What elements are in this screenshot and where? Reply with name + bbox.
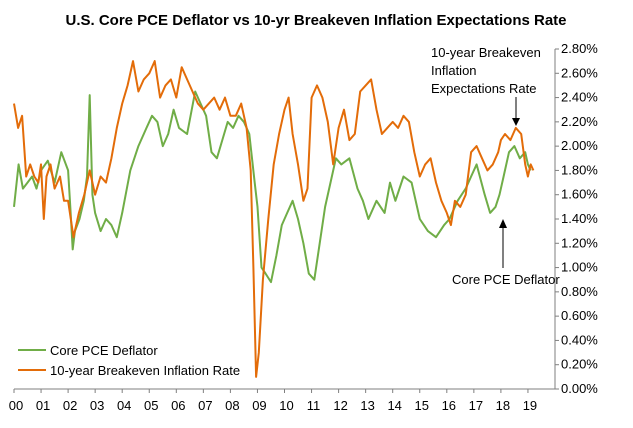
y-tick-label: 1.40% [561, 211, 598, 226]
x-tick-label: 04 [117, 398, 131, 413]
x-tick-label: 11 [307, 398, 321, 413]
annotation-pce: Core PCE Deflator [452, 219, 560, 287]
x-tick-label: 15 [415, 398, 429, 413]
y-tick-label: 1.00% [561, 260, 598, 275]
x-tick-label: 02 [63, 398, 77, 413]
x-tick-label: 12 [333, 398, 347, 413]
x-tick-label: 01 [36, 398, 50, 413]
x-tick-label: 05 [144, 398, 158, 413]
y-tick-label: 2.00% [561, 138, 598, 153]
x-tick-label: 16 [442, 398, 456, 413]
annotation-breakeven-line-1: 10-year Breakeven [431, 45, 541, 60]
x-tick-label: 10 [279, 398, 293, 413]
x-ticks: 00 01 02 03 04 05 06 07 08 09 10 11 12 13 14 15 16 17 18 19 [9, 389, 537, 413]
y-tick-label: 2.40% [561, 90, 598, 105]
legend-label-core-pce: Core PCE Deflator [50, 343, 158, 358]
legend-label-breakeven: 10-year Breakeven Inflation Rate [50, 363, 240, 378]
series-line-breakeven [13, 60, 535, 378]
annotation-breakeven-arrowhead [512, 118, 520, 126]
annotation-breakeven-line-3: Expectations Rate [431, 81, 537, 96]
y-tick-label: 2.80% [561, 41, 598, 56]
y-tick-label: 0.40% [561, 332, 598, 347]
x-tick-label: 09 [252, 398, 266, 413]
x-tick-label: 17 [469, 398, 483, 413]
x-tick-label: 06 [171, 398, 185, 413]
annotation-breakeven-line-2: Inflation [431, 63, 477, 78]
x-tick-label: 19 [523, 398, 537, 413]
y-tick-label: 0.60% [561, 308, 598, 323]
annotation-pce-arrowhead [499, 219, 507, 228]
annotation-pce-line-1: Core PCE Deflator [452, 272, 560, 287]
y-tick-label: 0.00% [561, 381, 598, 396]
y-tick-label: 1.60% [561, 187, 598, 202]
annotation-breakeven: 10-year Breakeven Inflation Expectations… [431, 45, 541, 126]
x-tick-label: 13 [360, 398, 374, 413]
y-tick-label: 2.60% [561, 65, 598, 80]
x-tick-label: 08 [225, 398, 239, 413]
x-tick-label: 18 [496, 398, 510, 413]
y-tick-label: 1.20% [561, 235, 598, 250]
chart-title: U.S. Core PCE Deflator vs 10-yr Breakeve… [66, 12, 567, 29]
y-tick-label: 1.80% [561, 162, 598, 177]
y-tick-label: 0.80% [561, 284, 598, 299]
legend: Core PCE Deflator 10-year Breakeven Infl… [18, 343, 240, 378]
y-tick-label: 0.20% [561, 357, 598, 372]
x-tick-label: 03 [90, 398, 104, 413]
y-ticks: 0.00% 0.20% 0.40% 0.60% 0.80% 1.00% 1.20% 1.40%… [555, 41, 598, 396]
x-tick-label: 14 [387, 398, 401, 413]
series-group [13, 60, 535, 378]
x-tick-label: 00 [9, 398, 23, 413]
x-tick-label: 07 [198, 398, 212, 413]
y-tick-label: 2.20% [561, 114, 598, 129]
